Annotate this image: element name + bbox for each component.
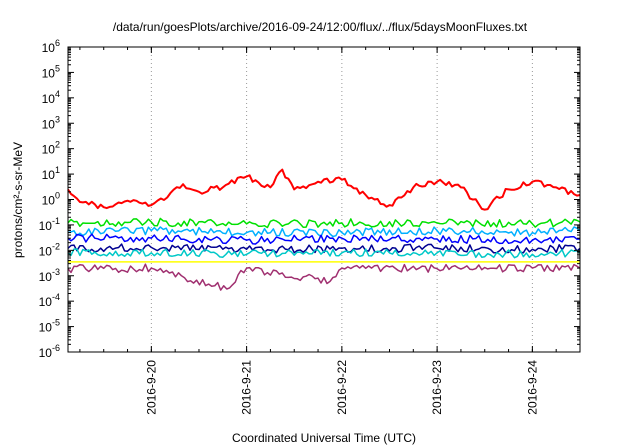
chart-title: /data/run/goesPlots/archive/2016-09-24/1… xyxy=(112,20,528,34)
series-lines xyxy=(67,168,581,291)
grid-lines xyxy=(150,47,533,352)
series-line-3 xyxy=(67,226,581,238)
axis-ticks xyxy=(68,46,581,353)
y-tick-label: 106 xyxy=(42,38,60,55)
y-tick-label: 102 xyxy=(42,140,60,157)
x-axis-label: Coordinated Universal Time (UTC) xyxy=(231,431,417,445)
series-line-2 xyxy=(67,217,581,229)
x-tick-label: 2016-9-22 xyxy=(335,360,349,415)
y-tick-label: 10-2 xyxy=(39,241,60,258)
y-tick-label: 104 xyxy=(42,89,60,106)
series-line-4 xyxy=(67,233,581,245)
y-tick-label: 101 xyxy=(42,165,60,182)
y-tick-label: 10-4 xyxy=(39,292,60,309)
series-line-6 xyxy=(67,248,581,259)
x-tick-label: 2016-9-21 xyxy=(240,360,254,415)
y-tick-label: 10-6 xyxy=(39,343,60,360)
y-axis-label: protons/cm²-s-sr-MeV xyxy=(11,141,25,259)
plot-frame xyxy=(67,46,581,353)
x-tick-label: 2016-9-20 xyxy=(144,360,158,415)
y-tick-label: 103 xyxy=(42,114,60,131)
series-line-8 xyxy=(67,263,581,291)
x-tick-label: 2016-9-24 xyxy=(525,360,539,415)
x-tick-label: 2016-9-23 xyxy=(430,360,444,415)
series-line-1 xyxy=(67,168,581,211)
series-line-5 xyxy=(67,243,581,254)
y-tick-label: 100 xyxy=(42,191,60,208)
y-tick-label: 10-5 xyxy=(39,318,60,335)
y-tick-label: 10-3 xyxy=(39,267,60,284)
x-tick-labels: 2016-9-20 2016-9-21 2016-9-22 2016-9-23 2016… xyxy=(144,360,539,415)
y-tick-label: 105 xyxy=(42,63,60,80)
y-tick-label: 10-1 xyxy=(39,216,60,233)
y-tick-labels: 10-6 10-5 10-4 10-3 10-2 10-1 100 101 102 103 104 1… xyxy=(39,38,60,360)
